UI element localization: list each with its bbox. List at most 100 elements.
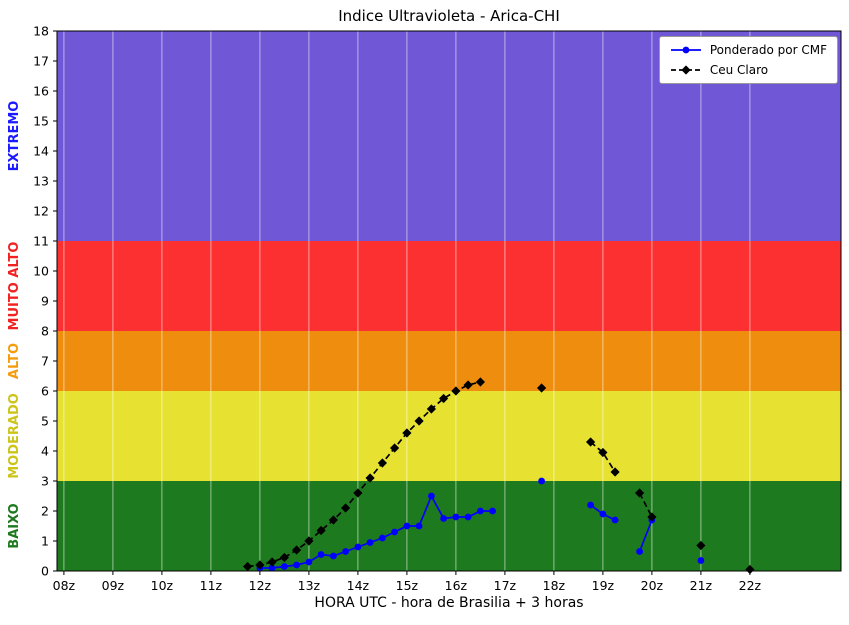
y-tick-label: 5 bbox=[41, 414, 49, 429]
data-point-ponderado-por-cmf bbox=[587, 501, 594, 509]
legend-label: Ponderado por CMF bbox=[709, 43, 827, 57]
data-point-ceu-claro bbox=[426, 404, 436, 414]
y-tick-label: 13 bbox=[33, 174, 49, 189]
data-point-ponderado-por-cmf bbox=[682, 46, 690, 54]
data-point-ceu-claro bbox=[745, 564, 755, 575]
x-tick-label: 19z bbox=[592, 578, 615, 593]
y-tick-label: 8 bbox=[41, 324, 49, 339]
data-point-ponderado-por-cmf bbox=[611, 516, 619, 524]
data-point-ponderado-por-cmf bbox=[440, 515, 447, 522]
data-point-ceu-claro bbox=[537, 383, 547, 393]
x-tick-label: 21z bbox=[690, 578, 713, 593]
legend-line-circle-icon bbox=[670, 46, 701, 54]
data-point-ponderado-por-cmf bbox=[636, 548, 643, 555]
x-tick-label: 14z bbox=[347, 578, 370, 593]
data-point-ceu-claro bbox=[365, 473, 375, 483]
data-point-ponderado-por-cmf bbox=[354, 543, 362, 551]
data-point-ponderado-por-cmf bbox=[330, 552, 337, 560]
band-alto bbox=[57, 331, 841, 391]
legend-item-ceu-claro: Ceu Claro bbox=[670, 63, 827, 77]
data-point-ponderado-por-cmf bbox=[293, 561, 300, 569]
y-tick-label: 14 bbox=[33, 144, 49, 159]
y-tick-label: 18 bbox=[33, 24, 49, 39]
data-point-ceu-claro bbox=[377, 458, 387, 468]
legend-label: Ceu Claro bbox=[709, 63, 769, 77]
data-point-ponderado-por-cmf bbox=[379, 534, 386, 542]
data-point-ceu-claro bbox=[341, 503, 351, 513]
data-point-ceu-claro bbox=[681, 65, 691, 75]
data-point-ceu-claro bbox=[304, 536, 314, 546]
band-label-muito-alto: MUITO ALTO bbox=[7, 242, 22, 331]
x-tick-label: 15z bbox=[396, 578, 419, 593]
series-line-ceu-claro bbox=[638, 492, 653, 518]
x-tick-label: 18z bbox=[543, 578, 566, 593]
data-point-ponderado-por-cmf bbox=[317, 551, 325, 558]
data-point-ponderado-por-cmf bbox=[538, 477, 545, 485]
y-tick-label: 10 bbox=[33, 264, 49, 279]
data-point-ponderado-por-cmf bbox=[342, 548, 349, 555]
band-label-moderado: MODERADO bbox=[7, 393, 22, 479]
y-tick-label: 4 bbox=[41, 444, 49, 459]
x-tick-label: 13z bbox=[298, 578, 321, 593]
x-tick-label: 08z bbox=[53, 578, 76, 593]
data-point-ceu-claro bbox=[463, 380, 473, 390]
data-point-ponderado-por-cmf bbox=[452, 513, 460, 521]
y-tick-label: 15 bbox=[33, 114, 49, 129]
data-point-ponderado-por-cmf bbox=[489, 507, 496, 515]
data-point-ceu-claro bbox=[598, 447, 608, 458]
data-point-ponderado-por-cmf bbox=[599, 510, 607, 518]
data-point-ceu-claro bbox=[635, 488, 645, 498]
band-label-alto: ALTO bbox=[7, 343, 22, 379]
y-tick-label: 9 bbox=[41, 294, 49, 309]
legend-item-ponderado-por-cmf: Ponderado por CMF bbox=[670, 43, 827, 57]
band-moderado bbox=[57, 391, 841, 481]
data-point-ceu-claro bbox=[255, 560, 265, 570]
y-tick-label: 3 bbox=[41, 474, 49, 489]
series-line-ceu-claro bbox=[590, 441, 616, 473]
data-point-ceu-claro bbox=[243, 561, 253, 572]
x-tick-label: 17z bbox=[494, 578, 517, 593]
x-tick-label: 16z bbox=[445, 578, 468, 593]
x-axis-label: HORA UTC - hora de Brasilia + 3 horas bbox=[314, 595, 584, 611]
data-point-ceu-claro bbox=[390, 443, 400, 453]
x-tick-label: 10z bbox=[151, 578, 174, 593]
band-label-extremo: EXTREMO bbox=[7, 101, 22, 172]
data-point-ceu-claro bbox=[316, 525, 326, 536]
data-point-ponderado-por-cmf bbox=[428, 492, 435, 500]
data-point-ponderado-por-cmf bbox=[697, 557, 705, 564]
legend-dashed-diamond-icon bbox=[670, 65, 701, 75]
y-tick-label: 0 bbox=[41, 564, 49, 579]
chart-title: Indice Ultravioleta - Arica-CHI bbox=[338, 7, 560, 25]
data-point-ceu-claro bbox=[647, 512, 657, 522]
x-tick-label: 12z bbox=[249, 578, 272, 593]
data-point-ponderado-por-cmf bbox=[415, 522, 423, 530]
data-point-ceu-claro bbox=[610, 467, 620, 477]
y-tick-label: 2 bbox=[41, 504, 49, 519]
data-point-ceu-claro bbox=[586, 437, 596, 447]
band-label-baixo: BAIXO bbox=[7, 503, 22, 548]
data-point-ceu-claro bbox=[451, 386, 461, 396]
y-tick-label: 11 bbox=[33, 234, 49, 249]
data-point-ceu-claro bbox=[475, 377, 485, 387]
y-tick-label: 16 bbox=[33, 84, 49, 99]
data-point-ceu-claro bbox=[414, 416, 424, 426]
data-point-ponderado-por-cmf bbox=[477, 507, 484, 515]
y-tick-label: 1 bbox=[41, 534, 49, 549]
data-point-ponderado-por-cmf bbox=[305, 558, 313, 566]
data-point-ceu-claro bbox=[267, 557, 277, 567]
series-line-ponderado-por-cmf bbox=[638, 519, 653, 552]
band-muito-alto bbox=[57, 241, 841, 331]
data-point-ponderado-por-cmf bbox=[403, 522, 411, 530]
data-point-ponderado-por-cmf bbox=[464, 513, 472, 521]
data-point-ceu-claro bbox=[279, 552, 289, 563]
x-tick-label: 09z bbox=[102, 578, 125, 593]
data-point-ponderado-por-cmf bbox=[268, 564, 276, 572]
data-point-ceu-claro bbox=[402, 428, 412, 438]
data-point-ponderado-por-cmf bbox=[391, 528, 398, 536]
x-tick-label: 20z bbox=[641, 578, 664, 593]
x-tick-label: 22z bbox=[739, 578, 762, 593]
x-tick-label: 11z bbox=[200, 578, 223, 593]
data-point-ceu-claro bbox=[353, 488, 363, 498]
